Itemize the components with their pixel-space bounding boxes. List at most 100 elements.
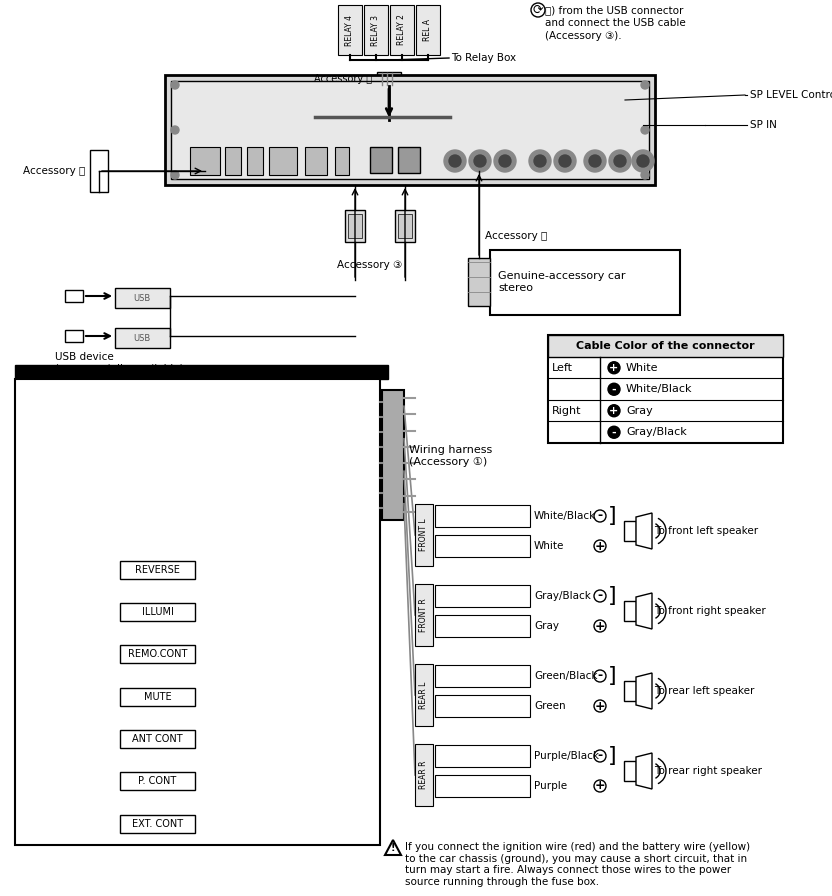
Bar bbox=[15, 718, 380, 761]
Bar bbox=[15, 633, 380, 676]
Text: ]: ] bbox=[608, 666, 617, 686]
Text: ]: ] bbox=[608, 586, 617, 606]
Text: and connect the USB cable: and connect the USB cable bbox=[545, 18, 686, 28]
Circle shape bbox=[614, 155, 626, 167]
Circle shape bbox=[499, 155, 511, 167]
Bar bbox=[120, 772, 195, 790]
Text: MUTE: MUTE bbox=[144, 692, 171, 702]
Circle shape bbox=[609, 150, 631, 172]
Circle shape bbox=[529, 150, 551, 172]
Text: -: - bbox=[612, 384, 617, 394]
Bar bbox=[398, 214, 412, 238]
Circle shape bbox=[494, 150, 516, 172]
Bar bbox=[624, 521, 636, 541]
Text: Accessory ⒨: Accessory ⒨ bbox=[314, 74, 372, 84]
Text: Purple: Purple bbox=[534, 781, 567, 791]
Text: To rear right speaker: To rear right speaker bbox=[654, 766, 762, 776]
Text: Accessory ⒩: Accessory ⒩ bbox=[485, 231, 547, 241]
Bar bbox=[416, 5, 440, 55]
Circle shape bbox=[474, 155, 486, 167]
Circle shape bbox=[637, 155, 649, 167]
Text: Gray: Gray bbox=[626, 406, 653, 416]
Bar bbox=[377, 72, 401, 86]
Text: USB device
(commercially available): USB device (commercially available) bbox=[55, 352, 184, 374]
Text: To front left speaker: To front left speaker bbox=[654, 526, 758, 536]
Circle shape bbox=[632, 150, 654, 172]
Bar bbox=[15, 761, 380, 803]
Bar bbox=[624, 681, 636, 701]
Circle shape bbox=[469, 150, 491, 172]
Bar bbox=[435, 615, 530, 637]
Text: -: - bbox=[597, 669, 602, 683]
Bar bbox=[247, 147, 263, 175]
Text: Gray/Black: Gray/Black bbox=[534, 591, 591, 601]
Circle shape bbox=[449, 155, 461, 167]
Text: REL A: REL A bbox=[423, 19, 433, 41]
Text: REVERSE: REVERSE bbox=[135, 564, 180, 574]
Bar bbox=[415, 584, 433, 646]
Text: White/Black: White/Black bbox=[626, 384, 692, 394]
Text: If you connect the ignition wire (red) and the battery wire (yellow)
to the car : If you connect the ignition wire (red) a… bbox=[405, 842, 750, 887]
Text: SP LEVEL Control: SP LEVEL Control bbox=[750, 90, 832, 100]
Text: Wiring harness
(Accessory ①): Wiring harness (Accessory ①) bbox=[409, 445, 493, 467]
Text: Green: Green bbox=[534, 701, 566, 711]
Text: REAR R: REAR R bbox=[419, 761, 428, 789]
Bar bbox=[65, 330, 83, 342]
Text: Purple/Black: Purple/Black bbox=[534, 751, 599, 761]
Text: RELAY 2: RELAY 2 bbox=[398, 14, 407, 46]
Text: +: + bbox=[609, 363, 619, 373]
Bar bbox=[225, 147, 241, 175]
Bar bbox=[171, 81, 649, 179]
Text: EXT. CONT: EXT. CONT bbox=[132, 819, 183, 829]
Text: REMO.CONT: REMO.CONT bbox=[128, 650, 187, 659]
Bar bbox=[305, 147, 327, 175]
Bar bbox=[15, 379, 380, 421]
Text: Left: Left bbox=[552, 363, 573, 373]
Text: Cable Color of the connector: Cable Color of the connector bbox=[577, 341, 755, 351]
Bar bbox=[435, 505, 530, 527]
Bar bbox=[15, 676, 380, 718]
Bar bbox=[15, 421, 380, 464]
Bar bbox=[335, 147, 349, 175]
Bar bbox=[364, 5, 388, 55]
Text: FRONT L: FRONT L bbox=[419, 519, 428, 551]
Polygon shape bbox=[636, 753, 652, 789]
Bar bbox=[338, 5, 362, 55]
Circle shape bbox=[589, 155, 601, 167]
Text: To front right speaker: To front right speaker bbox=[654, 606, 765, 616]
Circle shape bbox=[534, 155, 546, 167]
Bar bbox=[190, 147, 220, 175]
Bar bbox=[90, 150, 108, 192]
Text: +: + bbox=[595, 700, 606, 712]
Circle shape bbox=[608, 405, 620, 417]
Bar bbox=[120, 814, 195, 832]
Bar bbox=[15, 464, 380, 506]
Bar bbox=[120, 603, 195, 621]
Text: +: + bbox=[595, 619, 606, 633]
Text: +: + bbox=[595, 780, 606, 792]
Bar bbox=[435, 585, 530, 607]
Circle shape bbox=[608, 383, 620, 395]
Text: P. CONT: P. CONT bbox=[138, 777, 176, 787]
Circle shape bbox=[171, 81, 179, 89]
Text: -: - bbox=[597, 510, 602, 522]
Bar bbox=[120, 688, 195, 706]
Bar bbox=[435, 745, 530, 767]
Polygon shape bbox=[636, 593, 652, 629]
Text: ⟳: ⟳ bbox=[532, 4, 543, 16]
Bar bbox=[15, 379, 380, 845]
Text: Green/Black: Green/Black bbox=[534, 671, 597, 681]
Bar bbox=[115, 288, 170, 308]
Circle shape bbox=[444, 150, 466, 172]
Bar bbox=[15, 590, 380, 633]
Bar bbox=[435, 665, 530, 687]
Text: ⒪) from the USB connector: ⒪) from the USB connector bbox=[545, 5, 683, 15]
Bar bbox=[65, 290, 83, 302]
Bar bbox=[395, 210, 415, 242]
Text: Gray: Gray bbox=[534, 621, 559, 631]
Bar bbox=[435, 535, 530, 557]
Text: To Relay Box: To Relay Box bbox=[451, 53, 516, 63]
Circle shape bbox=[171, 171, 179, 179]
Polygon shape bbox=[636, 513, 652, 549]
Bar bbox=[15, 548, 380, 590]
